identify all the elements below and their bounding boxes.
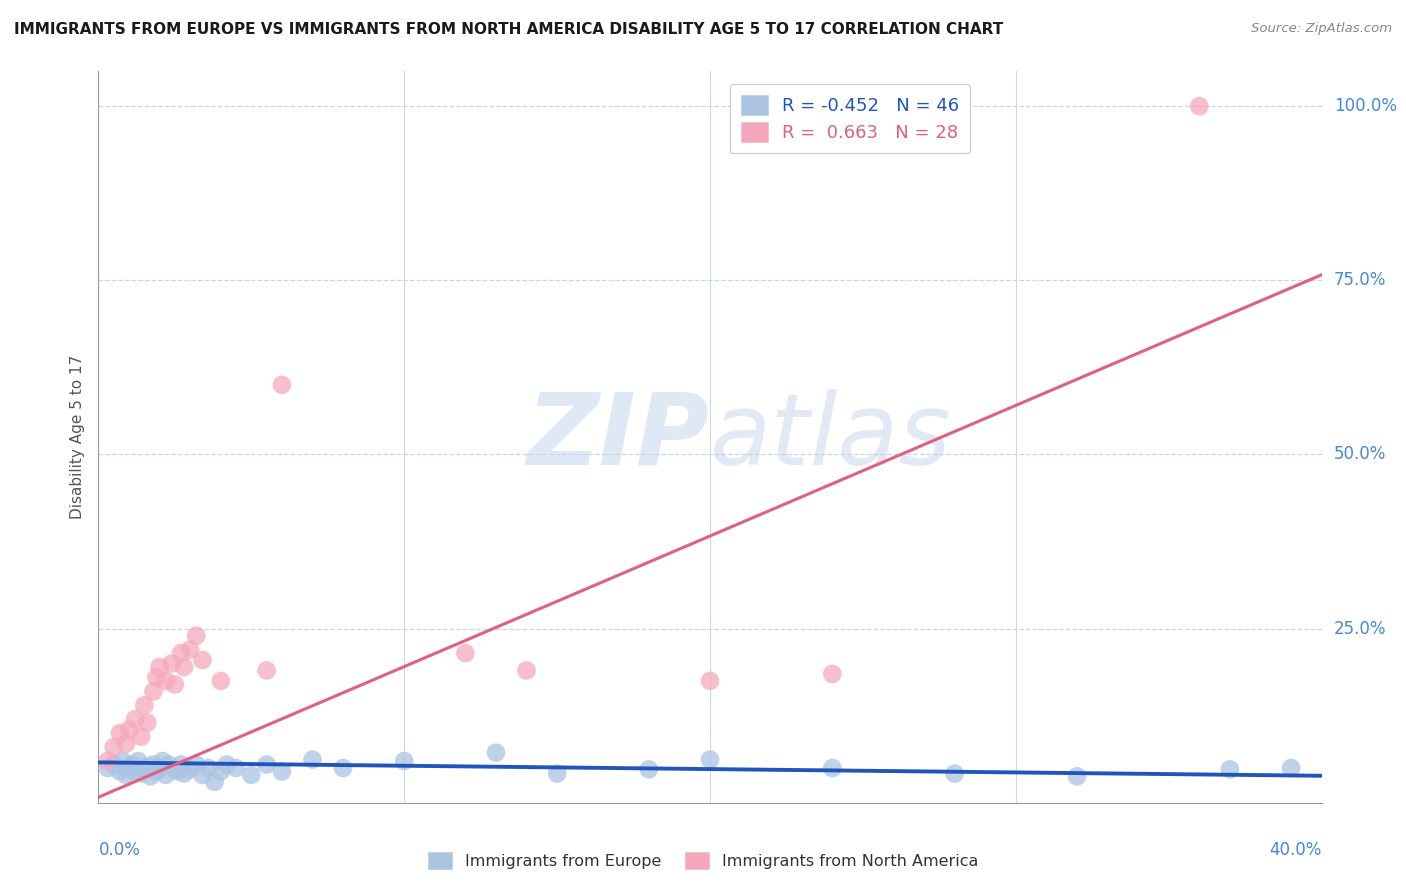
Point bbox=[115, 768, 138, 782]
Point bbox=[186, 629, 208, 643]
Point bbox=[127, 754, 149, 768]
Point bbox=[139, 769, 162, 783]
Point bbox=[136, 715, 159, 730]
Text: 50.0%: 50.0% bbox=[1334, 445, 1386, 464]
Point bbox=[124, 764, 146, 779]
Point bbox=[142, 684, 165, 698]
Point bbox=[134, 698, 156, 713]
Point bbox=[115, 737, 138, 751]
Point bbox=[256, 664, 278, 678]
Y-axis label: Disability Age 5 to 17: Disability Age 5 to 17 bbox=[69, 355, 84, 519]
Point bbox=[240, 768, 263, 782]
Point bbox=[209, 673, 232, 688]
Point bbox=[546, 766, 568, 780]
Point bbox=[160, 657, 183, 671]
Point bbox=[209, 764, 232, 779]
Point bbox=[157, 757, 180, 772]
Point bbox=[97, 754, 120, 768]
Point bbox=[301, 753, 323, 767]
Point bbox=[454, 646, 477, 660]
Point bbox=[204, 775, 226, 789]
Point bbox=[149, 761, 172, 775]
Text: atlas: atlas bbox=[710, 389, 952, 485]
Point bbox=[197, 761, 219, 775]
Text: 25.0%: 25.0% bbox=[1334, 620, 1386, 638]
Point bbox=[191, 653, 214, 667]
Text: 40.0%: 40.0% bbox=[1270, 841, 1322, 859]
Point bbox=[163, 763, 186, 777]
Point bbox=[118, 761, 141, 775]
Point bbox=[103, 740, 125, 755]
Point bbox=[124, 712, 146, 726]
Point bbox=[1188, 99, 1211, 113]
Text: 0.0%: 0.0% bbox=[98, 841, 141, 859]
Point bbox=[215, 757, 238, 772]
Point bbox=[186, 757, 208, 772]
Point bbox=[108, 764, 131, 779]
Point bbox=[142, 757, 165, 772]
Point bbox=[145, 670, 167, 684]
Point bbox=[699, 753, 721, 767]
Point bbox=[97, 761, 120, 775]
Text: ZIP: ZIP bbox=[527, 389, 710, 485]
Point bbox=[821, 667, 844, 681]
Point bbox=[136, 759, 159, 773]
Point bbox=[637, 763, 661, 777]
Point bbox=[155, 673, 177, 688]
Text: Source: ZipAtlas.com: Source: ZipAtlas.com bbox=[1251, 22, 1392, 36]
Legend: Immigrants from Europe, Immigrants from North America: Immigrants from Europe, Immigrants from … bbox=[422, 846, 984, 875]
Legend: R = -0.452   N = 46, R =  0.663   N = 28: R = -0.452 N = 46, R = 0.663 N = 28 bbox=[730, 84, 970, 153]
Point bbox=[149, 660, 172, 674]
Point bbox=[270, 764, 292, 779]
Point bbox=[392, 754, 416, 768]
Point bbox=[1279, 761, 1302, 775]
Point bbox=[256, 757, 278, 772]
Point bbox=[111, 754, 134, 768]
Point bbox=[516, 664, 538, 678]
Point bbox=[121, 757, 143, 772]
Point bbox=[1066, 769, 1088, 783]
Point bbox=[134, 763, 156, 777]
Point bbox=[485, 746, 508, 760]
Point bbox=[270, 377, 292, 392]
Point bbox=[179, 763, 201, 777]
Point bbox=[173, 766, 195, 780]
Point bbox=[167, 764, 190, 779]
Point bbox=[170, 757, 193, 772]
Point bbox=[699, 673, 721, 688]
Point bbox=[152, 754, 174, 768]
Point bbox=[191, 768, 214, 782]
Point bbox=[821, 761, 844, 775]
Point bbox=[1219, 763, 1241, 777]
Point bbox=[225, 761, 247, 775]
Point bbox=[129, 730, 152, 744]
Point bbox=[155, 768, 177, 782]
Point bbox=[129, 766, 152, 780]
Text: 100.0%: 100.0% bbox=[1334, 97, 1398, 115]
Point bbox=[163, 677, 186, 691]
Point bbox=[943, 766, 966, 780]
Point bbox=[118, 723, 141, 737]
Point bbox=[145, 764, 167, 779]
Point bbox=[332, 761, 354, 775]
Point bbox=[108, 726, 131, 740]
Point bbox=[173, 660, 195, 674]
Point bbox=[170, 646, 193, 660]
Text: 75.0%: 75.0% bbox=[1334, 271, 1386, 289]
Text: IMMIGRANTS FROM EUROPE VS IMMIGRANTS FROM NORTH AMERICA DISABILITY AGE 5 TO 17 C: IMMIGRANTS FROM EUROPE VS IMMIGRANTS FRO… bbox=[14, 22, 1004, 37]
Point bbox=[179, 642, 201, 657]
Point bbox=[103, 757, 125, 772]
